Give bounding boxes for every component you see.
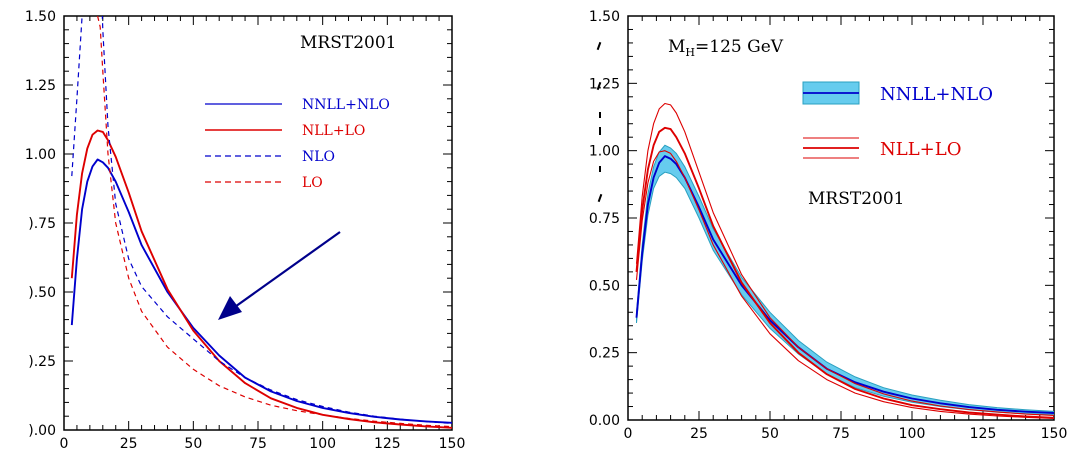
left-chart: 0 25 50 75 100 125 150 ).00 ).25 ).50 ).75 1.00 1.25…	[25, 9, 466, 450]
left-series	[70, 16, 452, 429]
right-chart-title: MRST2001	[808, 189, 904, 209]
y-tick-label: 1.25	[25, 78, 56, 94]
legend-label-band: NNLL+NLO	[880, 84, 993, 105]
right-series	[635, 102, 1054, 419]
x-tick-label: 150	[1041, 426, 1068, 442]
y-tick-label: 1.00	[589, 144, 620, 160]
right-series-variation-2	[635, 102, 1054, 416]
right-legend: NNLL+NLO NLL+LO	[802, 81, 993, 160]
right-plot-frame	[627, 15, 1055, 421]
right-series-nll-lo	[635, 126, 1054, 419]
legend-label-lo: LO	[302, 175, 323, 191]
x-tick-label: 25	[690, 426, 708, 442]
y-label-remnants	[596, 41, 603, 203]
x-tick-label: 25	[120, 436, 138, 450]
left-ticks: 0 25 50 75 100 125 150 ).00 ).25 ).50 ).75 1.00 1.25…	[25, 9, 466, 450]
left-series-nnll-nlo	[70, 158, 452, 424]
left-series-nlo	[71, 16, 452, 424]
x-tick-label: 100	[309, 436, 336, 450]
left-chart-title: MRST2001	[300, 33, 396, 53]
left-series-lo	[97, 16, 452, 428]
left-series-nll-lo	[70, 129, 452, 429]
legend-label-nll-lo: NLL+LO	[302, 123, 365, 139]
legend-label-nlo: NLO	[302, 149, 335, 165]
y-tick-label: ).75	[28, 216, 56, 232]
x-tick-label: 75	[249, 436, 267, 450]
right-series-nnll-nlo	[635, 155, 1054, 414]
y-tick-label: 0.25	[589, 346, 620, 362]
legend-label-nnll-nlo: NNLL+NLO	[302, 97, 390, 113]
legend-label-nll-lo-band: NLL+LO	[880, 139, 961, 160]
x-tick-label: 100	[899, 426, 926, 442]
x-tick-label: 50	[184, 436, 202, 450]
y-tick-label: 0.50	[589, 278, 620, 294]
y-tick-label: 1.00	[25, 147, 56, 163]
y-tick-label: 0.75	[589, 211, 620, 227]
y-tick-label: ).50	[28, 285, 56, 301]
right-chart: 0 25 50 75 100 125 150 0.00 0.25 0.50 0.75 1.00 1.25…	[589, 9, 1068, 442]
y-tick-label: ).00	[28, 423, 56, 439]
y-tick-label: 0.00	[589, 413, 620, 429]
y-tick-label: 1.50	[25, 9, 56, 25]
mass-label: MH=125 GeV	[668, 37, 784, 59]
x-tick-label: 0	[60, 436, 69, 450]
right-ticks: 0 25 50 75 100 125 150 0.00 0.25 0.50 0.75 1.00 1.25…	[589, 9, 1068, 442]
arrow-annotation	[218, 231, 341, 320]
uncertainty-band	[636, 144, 1054, 416]
left-plot-frame	[63, 15, 453, 431]
y-tick-label: 1.25	[589, 76, 620, 92]
right-series-variation-3	[635, 150, 1054, 419]
y-tick-label: ).25	[28, 354, 56, 370]
x-tick-label: 0	[624, 426, 633, 442]
x-tick-label: 75	[832, 426, 850, 442]
x-tick-label: 50	[761, 426, 779, 442]
x-tick-label: 150	[439, 436, 466, 450]
left-legend: NNLL+NLO NLL+LO NLO LO	[205, 97, 390, 191]
y-tick-label: 1.50	[589, 9, 620, 25]
x-tick-label: 125	[374, 436, 401, 450]
x-tick-label: 125	[970, 426, 997, 442]
